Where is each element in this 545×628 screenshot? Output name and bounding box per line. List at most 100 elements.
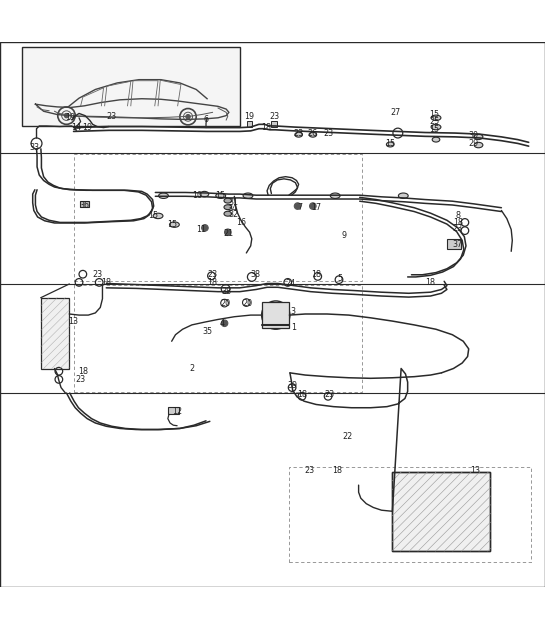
Text: 18: 18 (261, 122, 271, 131)
Text: 35: 35 (202, 327, 212, 337)
Text: 23: 23 (294, 129, 304, 138)
Ellipse shape (398, 193, 408, 198)
Text: 26: 26 (308, 129, 318, 138)
Bar (22, 47, 240, 126)
Ellipse shape (200, 192, 209, 197)
Ellipse shape (431, 124, 441, 130)
Text: 2: 2 (190, 364, 195, 373)
Text: 20: 20 (221, 298, 231, 308)
Text: 23: 23 (269, 112, 279, 121)
Ellipse shape (224, 205, 232, 210)
Text: 25: 25 (429, 117, 439, 126)
Text: 34: 34 (227, 203, 237, 213)
Text: 23: 23 (323, 129, 333, 138)
Bar (74, 285, 362, 392)
Ellipse shape (432, 137, 440, 142)
Text: 38: 38 (250, 270, 260, 279)
Text: 31: 31 (229, 198, 239, 207)
Text: 38: 38 (221, 286, 231, 296)
Bar (262, 302, 289, 328)
Text: 33: 33 (29, 143, 39, 152)
Circle shape (310, 203, 316, 209)
Text: 18: 18 (78, 367, 88, 376)
Text: 13: 13 (69, 317, 78, 326)
Text: 15: 15 (429, 126, 439, 134)
Circle shape (225, 229, 231, 236)
Circle shape (202, 225, 208, 231)
Text: 19: 19 (245, 112, 255, 121)
Bar (247, 121, 252, 126)
Text: 18: 18 (332, 466, 342, 475)
Ellipse shape (169, 222, 179, 227)
Ellipse shape (330, 193, 340, 198)
Bar (74, 154, 362, 281)
Text: 23: 23 (106, 112, 116, 121)
Text: 18: 18 (101, 278, 111, 288)
Text: 4: 4 (219, 319, 225, 328)
Text: 37: 37 (453, 241, 463, 249)
Bar (271, 121, 277, 126)
Text: 12: 12 (172, 406, 182, 416)
Text: 19: 19 (65, 113, 75, 122)
Text: 21: 21 (224, 229, 234, 238)
Text: 18: 18 (298, 390, 307, 399)
Text: 23: 23 (324, 390, 334, 399)
Text: 16: 16 (237, 218, 246, 227)
Circle shape (294, 203, 301, 209)
Text: 24: 24 (286, 279, 295, 288)
Text: 11: 11 (197, 225, 207, 234)
Text: 20: 20 (243, 298, 252, 308)
Text: 10: 10 (192, 191, 202, 200)
Text: 18: 18 (311, 270, 321, 279)
Ellipse shape (243, 193, 253, 198)
Text: 18: 18 (208, 278, 217, 287)
Ellipse shape (474, 134, 483, 139)
Bar (447, 239, 461, 249)
Text: 15: 15 (385, 139, 395, 148)
Text: 27: 27 (391, 108, 401, 117)
Text: 7: 7 (297, 203, 302, 212)
Text: 6: 6 (203, 116, 209, 124)
Ellipse shape (431, 115, 441, 121)
Text: 18: 18 (426, 278, 435, 287)
Ellipse shape (224, 198, 232, 203)
Text: 15: 15 (149, 211, 159, 220)
Text: 23: 23 (304, 466, 314, 475)
Bar (289, 467, 531, 562)
Text: 32: 32 (229, 210, 239, 219)
Text: 23: 23 (453, 224, 463, 234)
Ellipse shape (295, 133, 302, 137)
Text: 9: 9 (342, 231, 347, 240)
Ellipse shape (216, 193, 226, 198)
Bar (392, 472, 490, 551)
Text: 29: 29 (468, 139, 478, 148)
Circle shape (186, 114, 190, 119)
Circle shape (64, 114, 69, 118)
Text: 15: 15 (429, 110, 439, 119)
Text: 17: 17 (311, 203, 321, 212)
Text: 19: 19 (82, 122, 92, 131)
Ellipse shape (224, 211, 232, 216)
Circle shape (221, 320, 228, 327)
Text: 15: 15 (167, 220, 177, 229)
Bar (41, 298, 69, 369)
Bar (80, 200, 89, 207)
Bar (168, 407, 179, 414)
Text: 22: 22 (343, 431, 353, 441)
Ellipse shape (474, 143, 483, 148)
Text: 23: 23 (92, 270, 102, 279)
Text: 30: 30 (468, 131, 478, 140)
Bar (392, 472, 490, 551)
Ellipse shape (153, 213, 163, 219)
Text: 23: 23 (208, 270, 217, 279)
Text: 36: 36 (79, 200, 89, 210)
Text: 13: 13 (470, 466, 480, 475)
Ellipse shape (159, 193, 168, 198)
Ellipse shape (309, 133, 317, 137)
Text: 23: 23 (76, 376, 86, 384)
Text: 1: 1 (290, 323, 296, 332)
Text: 18: 18 (453, 218, 463, 227)
Text: 39: 39 (287, 381, 297, 391)
Text: 5: 5 (337, 274, 343, 283)
Text: 14: 14 (71, 122, 81, 131)
